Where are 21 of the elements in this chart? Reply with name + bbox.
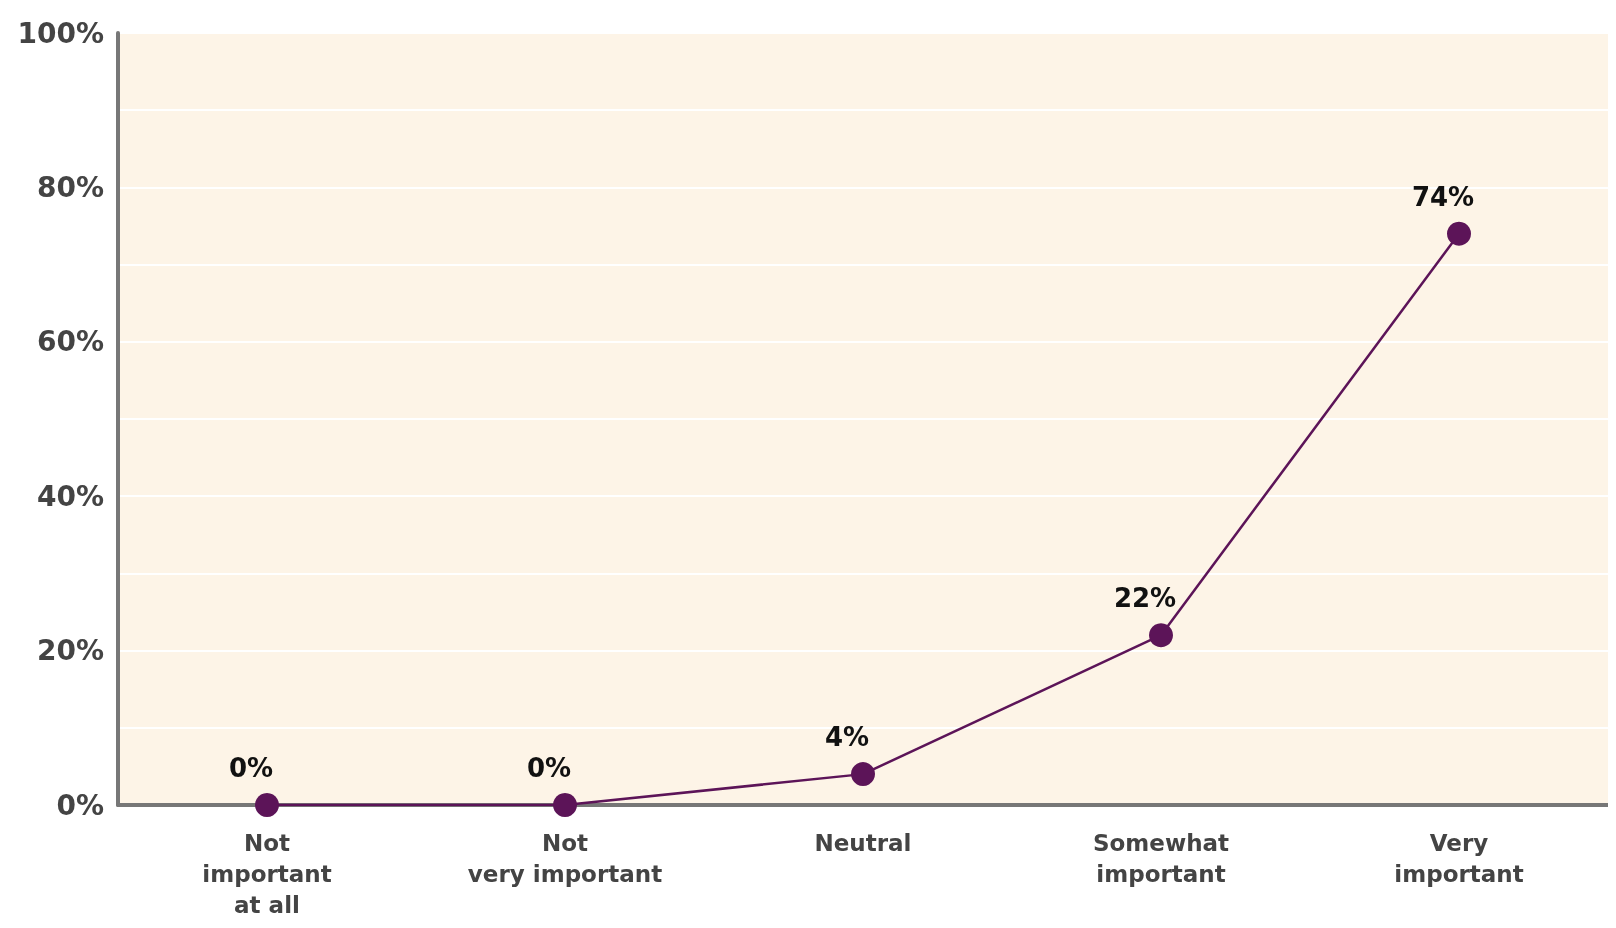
point: [553, 793, 577, 817]
point: [851, 762, 875, 787]
x-tick-label: Somewhat important: [1092, 829, 1230, 887]
point: [1447, 221, 1471, 246]
y-tick-label: 20%: [36, 634, 104, 668]
y-tick-label: 100%: [17, 16, 104, 50]
y-tick-label: 60%: [36, 325, 104, 359]
x-tick-label: Neutral: [814, 829, 912, 856]
x-tick-label: Not important at all: [202, 829, 332, 918]
point: [1149, 623, 1173, 648]
y-tick-label: 80%: [36, 170, 104, 204]
x-tick-label: Very important: [1394, 829, 1524, 887]
point: [255, 793, 279, 817]
data-label: 0%: [526, 753, 572, 783]
data-label: 4%: [824, 722, 870, 753]
data-label: 74%: [1411, 181, 1475, 212]
y-tick-label: 40%: [36, 479, 104, 513]
data-label: 0%: [228, 753, 274, 783]
y-tick-label: 0%: [56, 788, 104, 822]
x-tick-label: Not very important: [467, 829, 663, 887]
data-label: 22%: [1113, 583, 1177, 614]
